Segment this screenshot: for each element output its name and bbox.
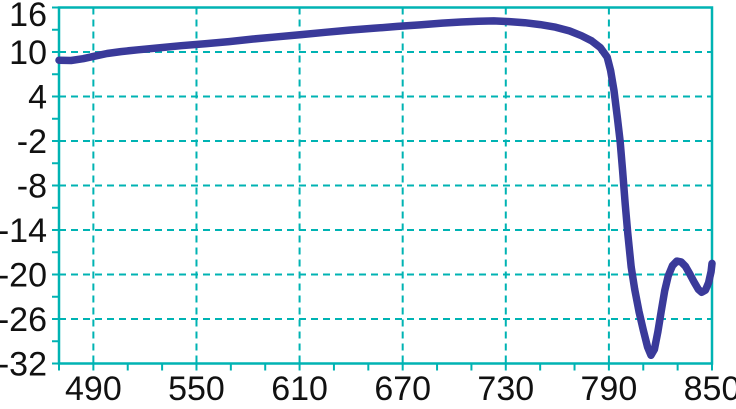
y-tick-label: -14 [0, 212, 47, 250]
y-tick-label: -8 [17, 168, 47, 206]
x-tick-label: 610 [271, 370, 328, 408]
x-tick-label: 490 [65, 370, 122, 408]
y-axis-ticks [52, 6, 59, 365]
grid-lines [59, 7, 712, 364]
x-axis-ticks [58, 363, 713, 371]
data-line [55, 17, 716, 360]
x-tick-label: 790 [581, 370, 638, 408]
x-axis-labels: 490 550 610 670 730 790 850 [65, 370, 736, 408]
y-tick-label: 10 [9, 34, 47, 72]
y-tick-label: -32 [0, 346, 47, 384]
x-tick-label: 850 [684, 370, 736, 408]
x-tick-label: 550 [168, 370, 225, 408]
y-tick-label: -26 [0, 301, 47, 339]
y-tick-label: 4 [28, 79, 47, 117]
y-tick-label: -20 [0, 257, 47, 295]
x-tick-label: 730 [477, 370, 534, 408]
y-tick-label: 16 [9, 0, 47, 34]
y-tick-label: -2 [17, 123, 47, 161]
x-tick-label: 670 [374, 370, 431, 408]
